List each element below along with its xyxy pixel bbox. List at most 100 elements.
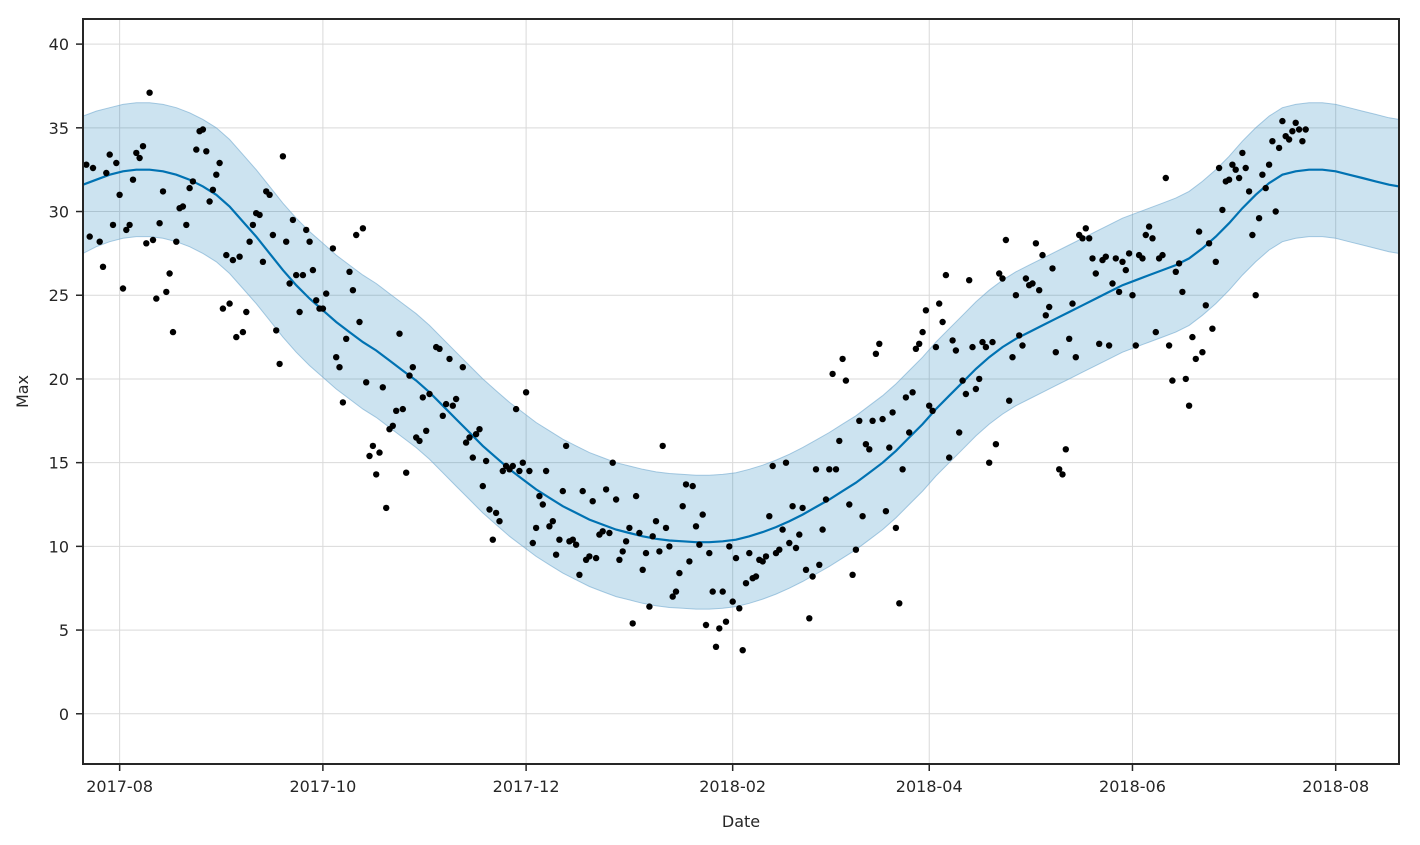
observed-point bbox=[1139, 255, 1146, 262]
observed-point bbox=[319, 305, 327, 312]
observed-point bbox=[786, 539, 793, 547]
observed-point bbox=[1089, 255, 1096, 262]
observed-point bbox=[186, 184, 193, 192]
observed-point bbox=[686, 558, 693, 565]
observed-point bbox=[343, 335, 350, 342]
observed-point bbox=[739, 647, 746, 654]
observed-point bbox=[662, 524, 670, 532]
observed-point bbox=[1129, 292, 1136, 299]
observed-point bbox=[972, 385, 980, 393]
observed-point bbox=[1169, 377, 1176, 384]
observed-point bbox=[899, 466, 906, 473]
observed-point bbox=[276, 360, 283, 368]
observed-point bbox=[1079, 235, 1086, 242]
observed-point bbox=[1105, 342, 1113, 349]
observed-point bbox=[119, 285, 127, 292]
observed-point bbox=[223, 251, 230, 259]
observed-point bbox=[1149, 235, 1156, 242]
observed-point bbox=[1042, 312, 1050, 319]
observed-point bbox=[159, 188, 167, 195]
observed-point bbox=[896, 600, 903, 607]
observed-point bbox=[482, 457, 490, 465]
observed-point bbox=[486, 506, 493, 513]
observed-point bbox=[333, 354, 340, 361]
x-axis-ticks: 2017-08 2017-10 2017-12 2018-02 2018-04 2018-… bbox=[86, 764, 1369, 796]
observed-point bbox=[406, 372, 413, 379]
observed-point bbox=[1269, 138, 1276, 145]
observed-point bbox=[966, 277, 973, 284]
observed-point bbox=[636, 529, 643, 537]
observed-point bbox=[462, 439, 470, 446]
observed-point bbox=[1006, 397, 1013, 404]
observed-point bbox=[942, 271, 950, 279]
observed-point bbox=[183, 221, 190, 229]
observed-point bbox=[589, 498, 596, 505]
observed-point bbox=[1059, 471, 1066, 478]
observed-point bbox=[1295, 126, 1303, 133]
observed-point bbox=[689, 482, 696, 490]
observed-point bbox=[529, 539, 536, 547]
observed-point bbox=[629, 620, 636, 627]
observed-point bbox=[363, 379, 370, 386]
observed-point bbox=[806, 615, 813, 622]
observed-point bbox=[659, 442, 666, 450]
observed-point bbox=[259, 258, 267, 265]
observed-point bbox=[256, 211, 263, 219]
observed-point bbox=[956, 429, 963, 436]
observed-point bbox=[1019, 342, 1026, 349]
observed-point bbox=[576, 571, 583, 578]
observed-point bbox=[776, 546, 783, 553]
y-axis-ticks: 0 5 10 15 20 25 30 35 40 bbox=[49, 35, 83, 724]
observed-point bbox=[846, 501, 853, 508]
observed-point bbox=[699, 511, 706, 518]
observed-point bbox=[1245, 188, 1253, 195]
observed-point bbox=[1205, 240, 1213, 247]
observed-point bbox=[886, 444, 893, 451]
observed-point bbox=[829, 370, 836, 378]
observed-point bbox=[936, 300, 943, 307]
observed-point bbox=[812, 466, 820, 473]
observed-point bbox=[239, 328, 247, 336]
observed-point bbox=[293, 271, 300, 279]
observed-point bbox=[289, 216, 297, 224]
observed-point bbox=[909, 389, 916, 396]
observed-point bbox=[1225, 176, 1233, 183]
observed-point bbox=[656, 548, 663, 555]
observed-point bbox=[366, 452, 373, 460]
observed-point bbox=[1032, 240, 1040, 247]
observed-point bbox=[1132, 342, 1140, 349]
observed-point bbox=[103, 169, 110, 177]
observed-point bbox=[959, 377, 966, 384]
observed-point bbox=[672, 588, 680, 595]
observed-point bbox=[1072, 354, 1080, 361]
observed-point bbox=[1112, 255, 1120, 262]
observed-point bbox=[849, 571, 856, 578]
observed-point bbox=[1285, 136, 1293, 143]
observed-point bbox=[1299, 138, 1306, 145]
observed-point bbox=[679, 503, 686, 510]
observed-point bbox=[189, 178, 197, 185]
observed-point bbox=[113, 159, 120, 167]
observed-point bbox=[1012, 292, 1020, 299]
observed-point bbox=[606, 529, 613, 537]
observed-point bbox=[939, 318, 946, 326]
observed-point bbox=[86, 233, 93, 240]
observed-point bbox=[799, 504, 806, 512]
y-tick-label: 30 bbox=[49, 203, 69, 222]
observed-point bbox=[522, 389, 530, 396]
observed-point bbox=[1265, 161, 1273, 168]
observed-point bbox=[296, 308, 303, 316]
observed-point bbox=[273, 327, 280, 334]
observed-point bbox=[762, 553, 770, 560]
observed-point bbox=[549, 518, 556, 525]
observed-point bbox=[143, 240, 150, 247]
observed-point bbox=[1215, 164, 1223, 172]
observed-point bbox=[516, 467, 523, 475]
observed-point bbox=[396, 330, 403, 337]
observed-point bbox=[559, 487, 566, 495]
observed-point bbox=[742, 580, 750, 587]
observed-point bbox=[736, 605, 743, 612]
observed-point bbox=[869, 417, 876, 424]
observed-point bbox=[1162, 174, 1170, 182]
